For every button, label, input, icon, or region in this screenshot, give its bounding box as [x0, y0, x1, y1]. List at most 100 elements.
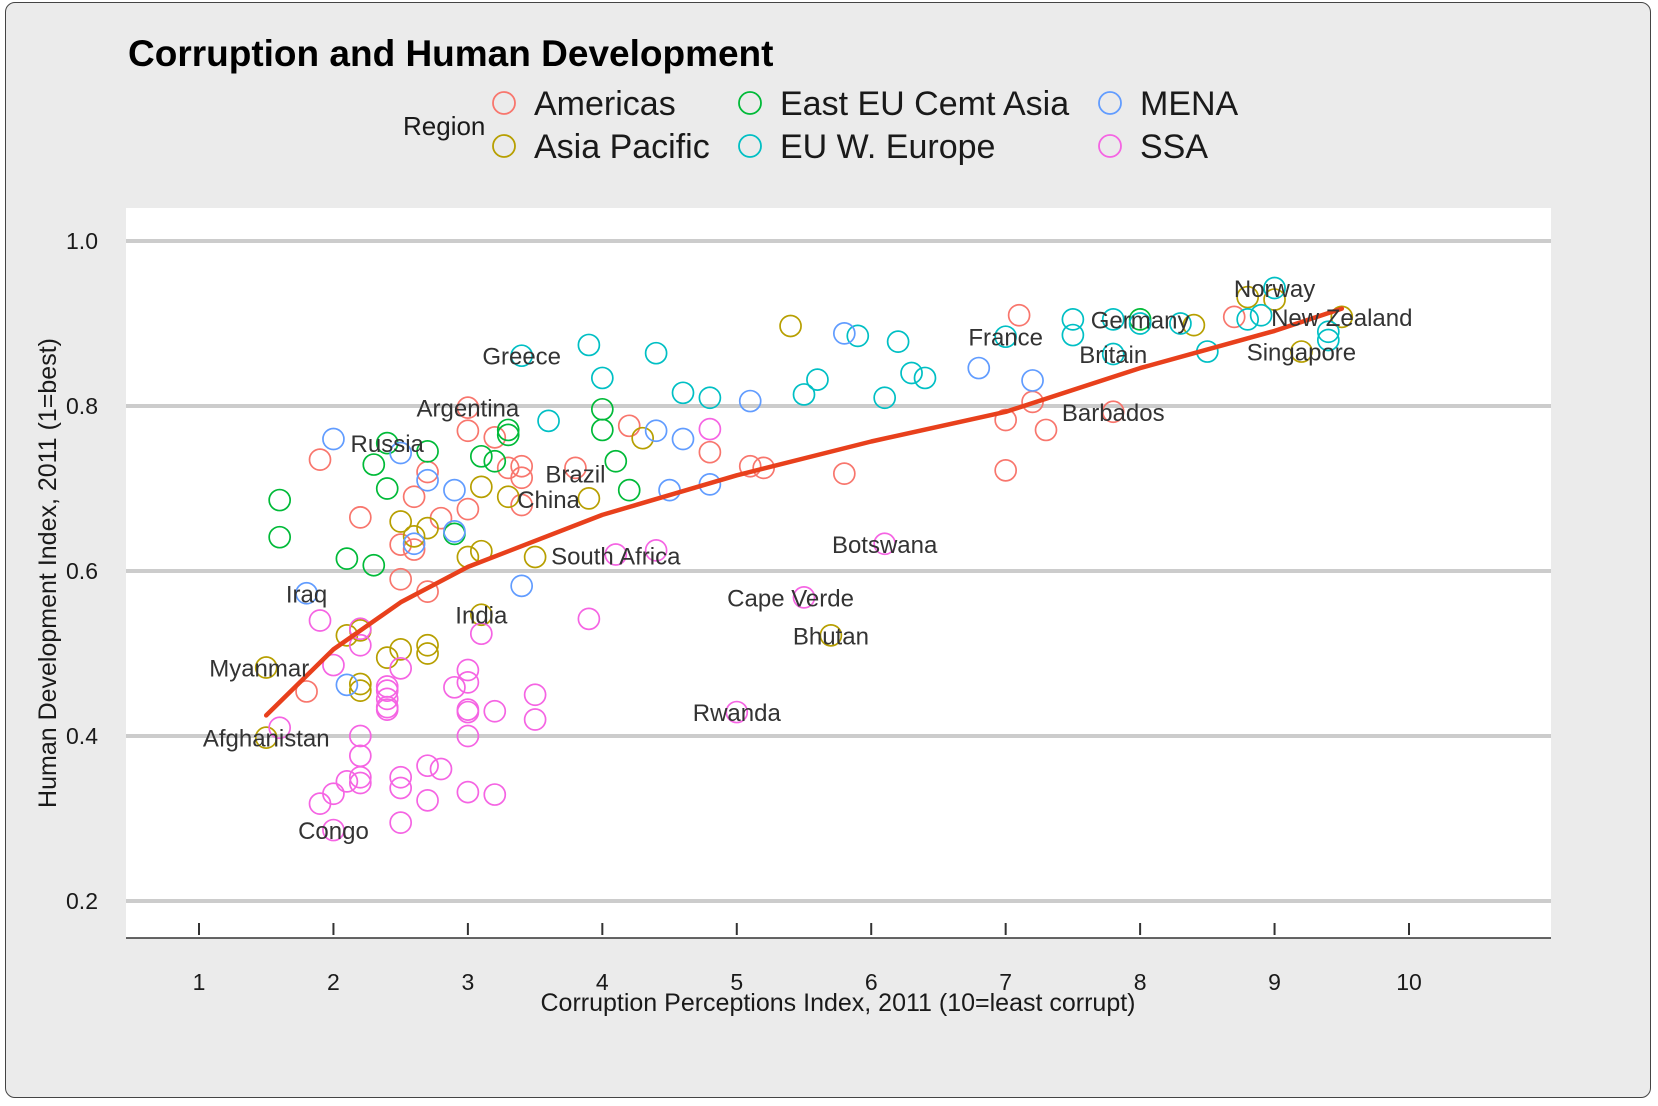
point-asia-pacific-20	[631, 426, 655, 450]
point-asia-pacific-18	[523, 545, 547, 569]
point-ssa-2	[308, 609, 332, 632]
label-norway: Norway	[1234, 276, 1315, 303]
point-ssa-6	[335, 770, 359, 793]
point-americas-15	[510, 493, 534, 517]
point-ssa-3	[322, 653, 345, 677]
x-tick-label-1: 1	[193, 969, 206, 995]
point-asia-pacific-0	[254, 656, 278, 679]
point-asia-pacific-25	[1263, 288, 1286, 311]
point-asia-pacific-23	[1182, 313, 1206, 337]
legend-label-asia-pacific: Asia Pacific	[534, 128, 710, 166]
label-singapore: Singapore	[1247, 340, 1356, 367]
point-east-eu-cemt-asia-15	[604, 449, 628, 473]
point-east-eu-cemt-asia-11	[496, 418, 520, 442]
point-asia-pacific-8	[389, 510, 413, 533]
point-asia-pacific-26	[1290, 340, 1313, 363]
point-americas-29	[1222, 305, 1246, 329]
gridlines	[126, 239, 1551, 903]
point-ssa-37	[577, 607, 601, 631]
point-mena-5	[416, 468, 439, 492]
point-eu-w-europe-15	[1061, 308, 1085, 331]
x-tick-label-3: 3	[461, 969, 474, 995]
point-mena-2	[335, 673, 359, 697]
point-americas-5	[402, 538, 426, 561]
point-asia-pacific-4	[348, 679, 372, 702]
y-axis-title: Human Development Index, 2011 (1=best)	[34, 338, 62, 808]
point-ssa-36	[523, 708, 547, 731]
point-ssa-35	[523, 683, 547, 707]
point-east-eu-cemt-asia-4	[362, 453, 386, 476]
point-americas-27	[1034, 418, 1058, 442]
point-americas-2	[389, 567, 413, 591]
legend-label-americas: Americas	[534, 85, 676, 123]
point-eu-w-europe-23	[1249, 303, 1273, 327]
label-bhutan: Bhutan	[793, 623, 869, 650]
point-ssa-7	[348, 724, 372, 748]
point-eu-w-europe-11	[886, 330, 910, 353]
point-east-eu-cemt-asia-2	[335, 547, 359, 570]
point-mena-16	[1021, 369, 1044, 392]
legend-title: Region	[403, 111, 485, 141]
point-asia-pacific-7	[389, 638, 413, 661]
point-ssa-33	[483, 699, 507, 723]
point-eu-w-europe-7	[792, 383, 816, 406]
point-mena-9	[644, 419, 668, 443]
point-ssa-14	[375, 679, 399, 702]
label-brazil: Brazil	[545, 462, 605, 489]
point-mena-15	[967, 356, 991, 380]
point-americas-11	[456, 497, 480, 521]
point-ssa-15	[375, 687, 399, 711]
point-east-eu-cemt-asia-6	[375, 477, 399, 500]
point-ssa-29	[456, 700, 480, 724]
legend-label-ssa: SSA	[1140, 128, 1208, 166]
point-asia-pacific-21	[779, 314, 802, 338]
point-ssa-4	[322, 818, 345, 842]
label-china: China	[517, 487, 580, 514]
trend-line	[263, 306, 1345, 718]
point-asia-pacific-12	[416, 516, 439, 540]
point-ssa-24	[429, 757, 453, 781]
point-eu-w-europe-19	[1128, 312, 1152, 335]
point-asia-pacific-16	[469, 475, 493, 499]
point-ssa-38	[604, 543, 628, 566]
point-eu-w-europe-8	[806, 368, 829, 391]
label-france: France	[968, 325, 1043, 352]
point-eu-w-europe-20	[1169, 312, 1192, 335]
point-east-eu-cemt-asia-10	[483, 449, 507, 473]
point-americas-28	[1101, 400, 1125, 424]
label-myanmar: Myanmar	[209, 656, 309, 683]
x-tick-label-10: 10	[1396, 969, 1422, 995]
label-congo: Congo	[298, 818, 369, 845]
legend-key-ssa	[1098, 134, 1122, 158]
point-asia-pacific-19	[577, 487, 601, 510]
y-tick-label-0-2: 0.2	[66, 888, 98, 914]
point-americas-18	[617, 414, 641, 438]
label-cape-verde: Cape Verde	[727, 585, 854, 612]
x-tick-label-6: 6	[865, 969, 878, 995]
label-britain: Britain	[1079, 342, 1147, 369]
x-tick-label-8: 8	[1134, 969, 1147, 995]
x-tick-label-7: 7	[999, 969, 1012, 995]
legend-key-eu-w-europe	[738, 134, 762, 158]
x-tick-label-4: 4	[596, 969, 609, 995]
point-americas-12	[483, 426, 507, 449]
point-americas-16	[510, 466, 534, 490]
point-ssa-40	[698, 417, 722, 441]
label-iraq: Iraq	[286, 581, 327, 608]
axes: 1 2 3 4 5 6 7 8 9 10 0.2 0.4 0.6 0.8 1.0	[66, 228, 1551, 995]
point-east-eu-cemt-asia-1	[268, 525, 292, 549]
point-eu-w-europe-12	[900, 361, 923, 385]
point-mena-3	[389, 441, 413, 465]
label-greece: Greece	[482, 344, 561, 371]
chart-frame: Corruption and Human Development Region …	[5, 2, 1651, 1098]
point-ssa-30	[456, 724, 480, 748]
point-eu-w-europe-25	[1316, 320, 1340, 344]
point-ssa-18	[389, 656, 413, 680]
x-tick-label-2: 2	[327, 969, 340, 995]
point-ssa-39	[644, 539, 668, 562]
point-ssa-10	[348, 771, 372, 795]
point-eu-w-europe-26	[1316, 328, 1340, 352]
point-asia-pacific-24	[1236, 285, 1260, 309]
point-ssa-26	[456, 658, 480, 682]
point-eu-w-europe-10	[873, 386, 897, 410]
